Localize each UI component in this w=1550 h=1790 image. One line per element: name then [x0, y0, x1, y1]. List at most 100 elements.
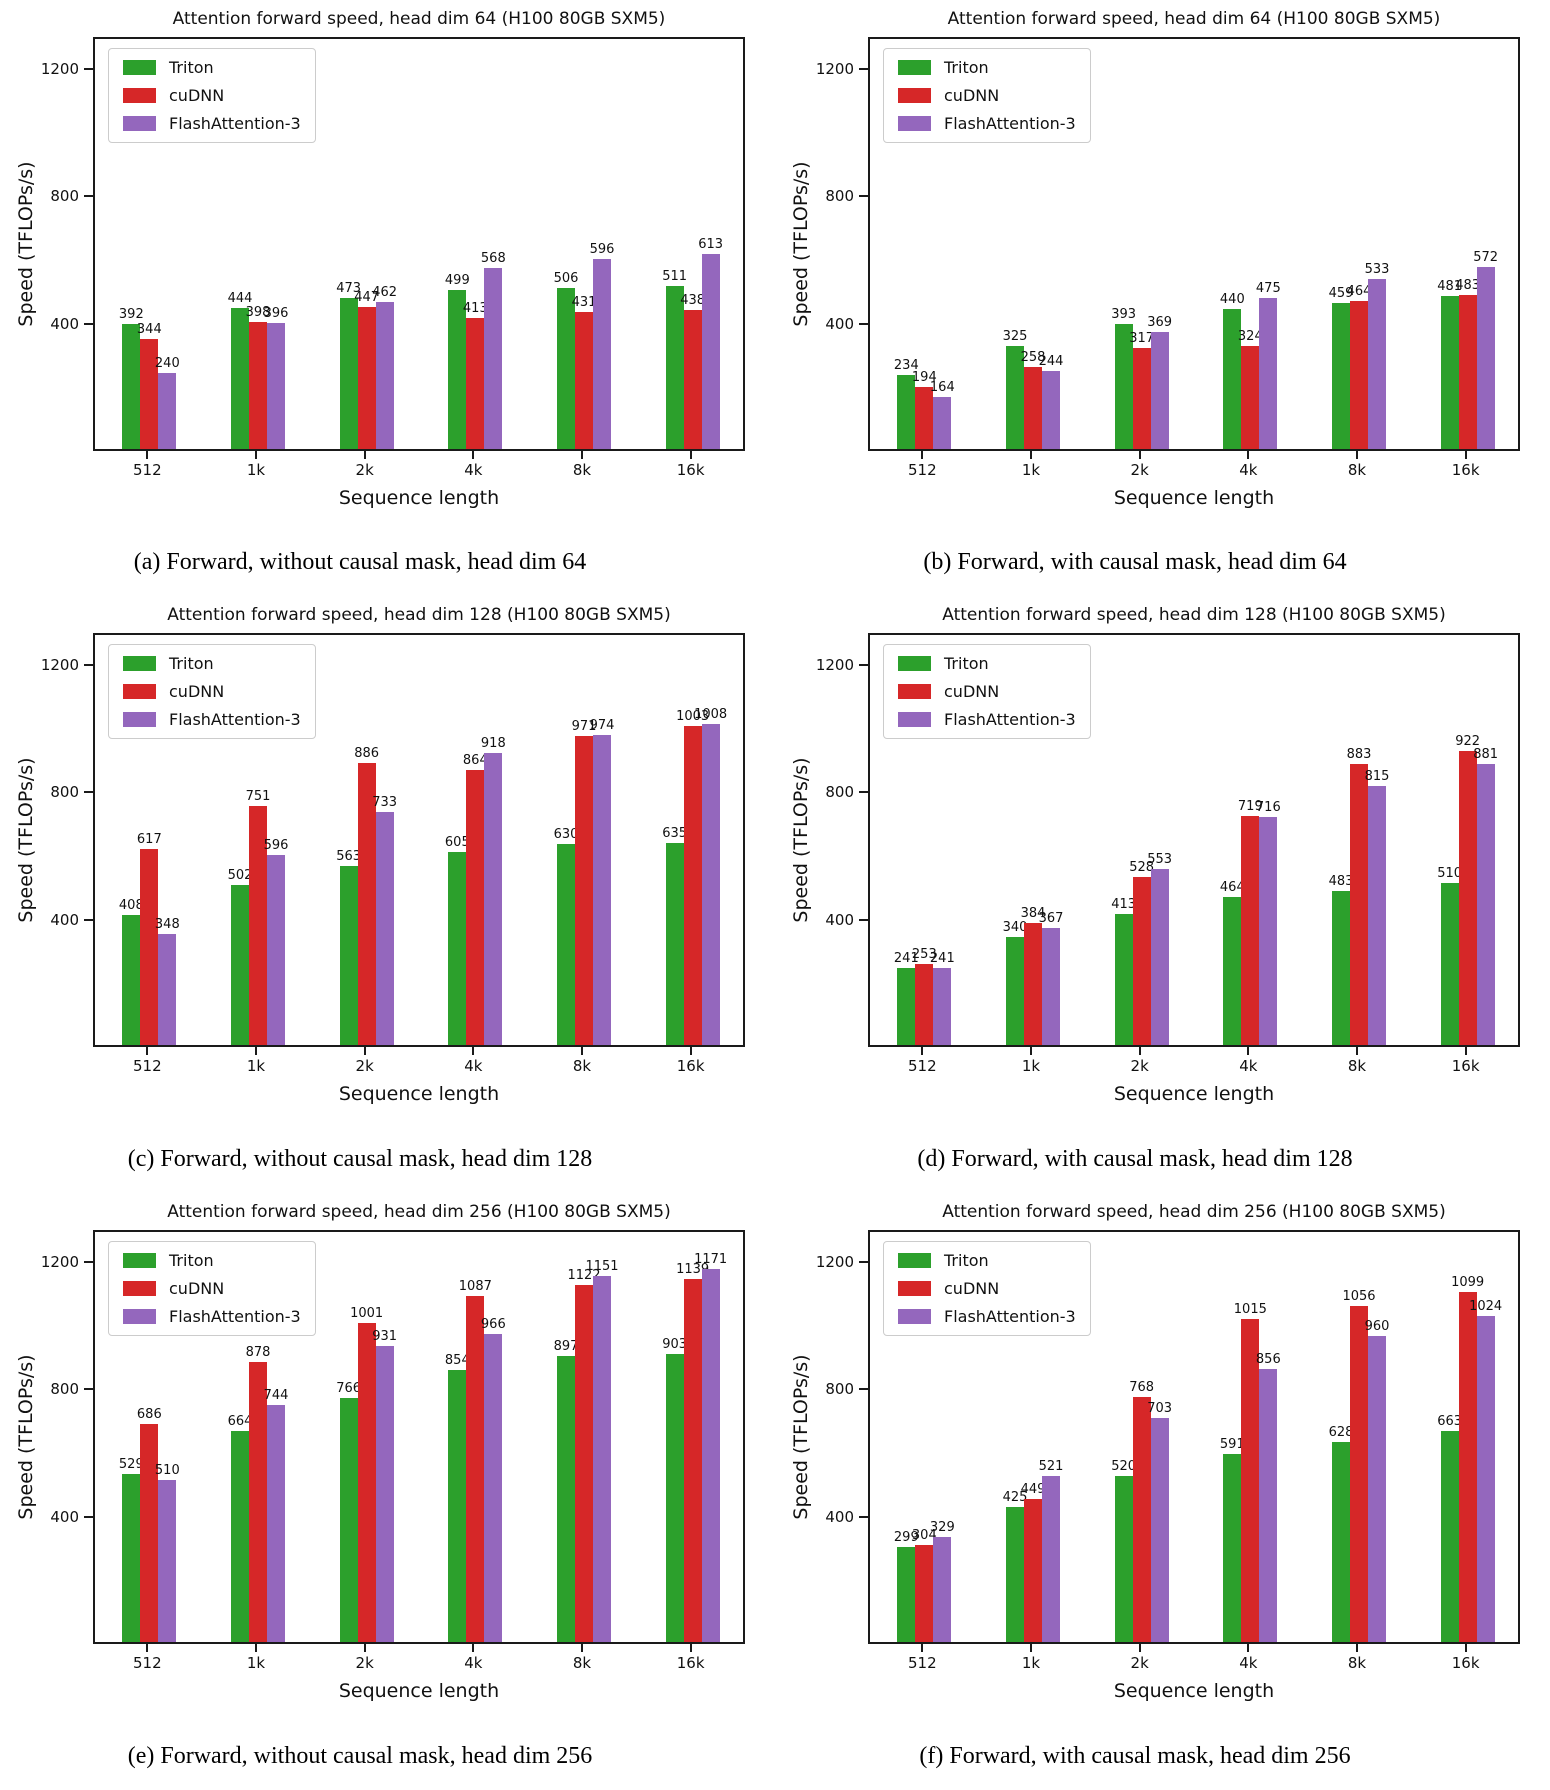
bar-value-label: 572	[1473, 249, 1499, 265]
bar-flashattention-3: 572	[1473, 250, 1498, 449]
x-tick-label: 1k	[1021, 1057, 1041, 1075]
x-axis-label: Sequence length	[338, 1680, 500, 1702]
bar-value-label: 240	[154, 355, 180, 371]
subfigure-caption: (b) Forward, with causal mask, head dim …	[923, 549, 1347, 575]
bar-triton: 425	[1003, 1490, 1027, 1642]
legend-label: FlashAttention-3	[169, 114, 301, 133]
y-tick-label: 1200	[815, 59, 854, 78]
x-tick-mark	[1356, 1644, 1358, 1652]
bar-cudnn: 1056	[1342, 1289, 1376, 1642]
x-tick-mark	[146, 451, 149, 459]
bar-cudnn: 686	[137, 1407, 162, 1642]
legend-item: FlashAttention-3	[898, 710, 1076, 729]
panel-f: Attention forward speed, head dim 256 (H…	[775, 1193, 1550, 1790]
x-tick-mark	[921, 1644, 924, 1652]
legend-item: Triton	[123, 654, 301, 673]
bar-value-label: 462	[372, 284, 398, 300]
bar-group: 408 617 348	[119, 832, 180, 1045]
bar-value-label: 931	[372, 1328, 398, 1344]
x-tick-label: 8k	[1347, 1654, 1367, 1672]
bar-value-label: 1171	[694, 1252, 728, 1268]
bar-value-label: 510	[154, 1462, 180, 1478]
legend-swatch-flashattention-3	[123, 712, 156, 727]
bar-triton: 664	[228, 1414, 252, 1642]
plot-frame: 241 253 241 340 384 367 413 528 553 464 719 716 483 8…	[868, 633, 1520, 1047]
legend-item: FlashAttention-3	[123, 1307, 301, 1326]
bar-group: 459 464 533	[1329, 262, 1389, 449]
legend-item: cuDNN	[123, 682, 301, 701]
bar-cudnn: 1003	[676, 709, 709, 1045]
bar-triton: 591	[1220, 1437, 1245, 1642]
bar-value-label: 241	[929, 951, 955, 967]
bar-flashattention-3: 367	[1039, 911, 1063, 1045]
bar-value-label: 392	[118, 307, 144, 323]
bar-value-label: 918	[480, 735, 506, 751]
bar-group: 506 431 596	[554, 242, 614, 449]
legend-label: cuDNN	[944, 1279, 1000, 1298]
plot-area: Speed (TFLOPs/s) 529 686 510 664 878 744 766 10…	[15, 1230, 745, 1702]
x-tick-label: 2k	[355, 1654, 374, 1672]
bar-triton: 473	[336, 281, 361, 449]
y-tick-label: 800	[825, 783, 854, 802]
y-tick-label: 400	[50, 910, 79, 929]
bar-value-label: 960	[1364, 1319, 1390, 1335]
bar-value-label: 449	[1020, 1482, 1046, 1497]
bar-triton: 854	[445, 1353, 470, 1642]
bar-value-label: 521	[1038, 1459, 1064, 1475]
bar-cudnn: 483	[1455, 278, 1480, 449]
bar-flashattention-3: 931	[372, 1329, 397, 1642]
bar-cudnn: 449	[1021, 1482, 1045, 1642]
y-tick-mark	[859, 1515, 868, 1518]
bar-flashattention-3: 533	[1365, 262, 1389, 449]
bar-group: 854 1087 966	[445, 1279, 506, 1642]
bar-cudnn: 253	[912, 947, 937, 1045]
plot-area: Speed (TFLOPs/s) 408 617 348 502 751 596 563 88…	[15, 633, 745, 1105]
legend-swatch-triton	[898, 1253, 931, 1268]
legend-item: cuDNN	[898, 86, 1076, 105]
chart-title: Attention forward speed, head dim 256 (H…	[167, 1202, 671, 1222]
bar-triton: 630	[554, 827, 578, 1045]
bar-triton: 234	[894, 358, 919, 449]
bar-group: 563 886 733	[336, 746, 397, 1045]
x-tick-label: 512	[908, 461, 937, 479]
x-tick-mark	[1138, 451, 1141, 459]
bar-cudnn: 1139	[676, 1262, 709, 1642]
bar-triton: 392	[119, 307, 144, 449]
bar-triton: 628	[1329, 1425, 1353, 1642]
bar-cudnn: 719	[1238, 799, 1263, 1045]
bar-cudnn: 1015	[1234, 1302, 1267, 1642]
bar-cudnn: 617	[137, 832, 162, 1045]
bar-value-label: 241	[893, 951, 919, 967]
x-tick-mark	[581, 1644, 583, 1652]
subfigure-caption: (c) Forward, without causal mask, head d…	[127, 1146, 593, 1172]
bar-cudnn: 384	[1021, 906, 1045, 1045]
legend-item: Triton	[123, 58, 301, 77]
bar-value-label: 605	[444, 835, 470, 851]
bar-value-label: 719	[1237, 799, 1263, 814]
bar-value-label: 635	[662, 825, 688, 841]
bar-cudnn: 886	[354, 746, 379, 1045]
bar-group: 510 922 881	[1437, 734, 1498, 1045]
bar-value-label: 974	[589, 717, 615, 733]
legend: Triton cuDNN FlashAttention-3	[883, 1241, 1091, 1336]
bar-group: 234 194 164	[894, 358, 955, 449]
bar-value-label: 886	[354, 745, 380, 761]
bar-value-label: 664	[227, 1413, 253, 1429]
bar-value-label: 533	[1364, 262, 1390, 278]
y-tick-label: 800	[50, 187, 79, 206]
bar-flashattention-3: 244	[1039, 354, 1063, 449]
bar-value-label: 324	[1237, 328, 1263, 344]
x-tick-mark	[255, 1644, 257, 1652]
legend-label: cuDNN	[169, 86, 225, 105]
bar-value-label: 520	[1111, 1459, 1137, 1475]
y-tick-label: 1200	[815, 655, 854, 674]
y-tick-label: 1200	[40, 59, 79, 78]
bar-group: 392 344 240	[119, 307, 180, 449]
x-tick-label: 16k	[676, 1057, 705, 1075]
y-tick-label: 1200	[40, 1252, 79, 1271]
bar-cudnn: 1122	[567, 1268, 601, 1642]
legend-item: Triton	[898, 58, 1076, 77]
bar-group: 483 883 815	[1329, 747, 1389, 1045]
legend-label: FlashAttention-3	[944, 710, 1076, 729]
bar-flashattention-3: 241	[930, 951, 955, 1045]
